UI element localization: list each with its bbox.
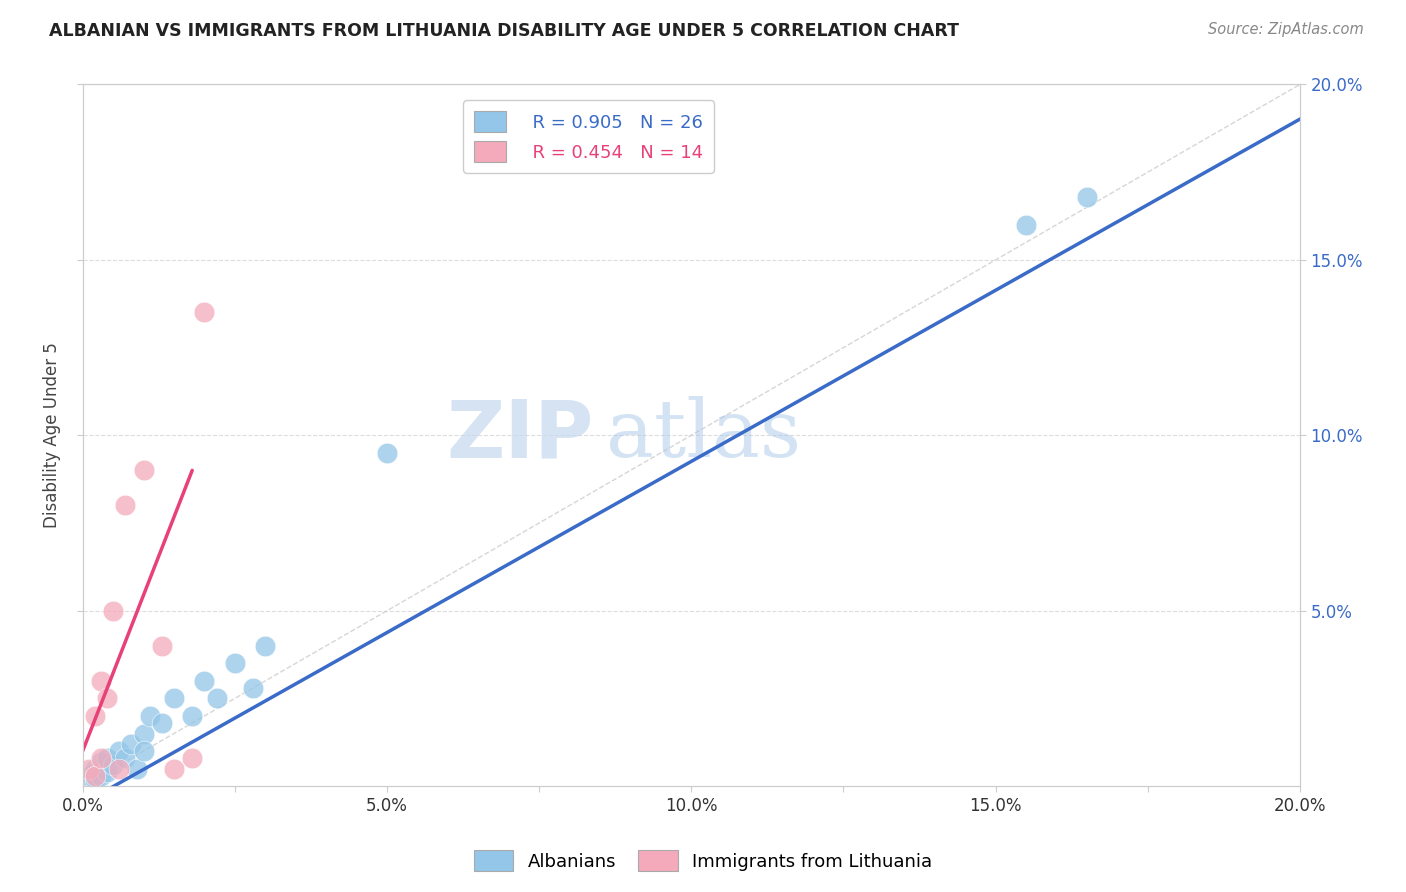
Point	[77, 769, 100, 783]
Point	[163, 762, 186, 776]
Point	[96, 751, 118, 765]
Text: Source: ZipAtlas.com: Source: ZipAtlas.com	[1208, 22, 1364, 37]
Text: ALBANIAN VS IMMIGRANTS FROM LITHUANIA DISABILITY AGE UNDER 5 CORRELATION CHART: ALBANIAN VS IMMIGRANTS FROM LITHUANIA DI…	[49, 22, 959, 40]
Legend: Albanians, Immigrants from Lithuania: Albanians, Immigrants from Lithuania	[467, 843, 939, 879]
Point	[163, 691, 186, 706]
Point	[77, 762, 100, 776]
Point	[96, 765, 118, 780]
Point	[83, 709, 105, 723]
Point	[108, 744, 131, 758]
Point	[181, 751, 204, 765]
Y-axis label: Disability Age Under 5: Disability Age Under 5	[44, 343, 60, 528]
Point	[83, 762, 105, 776]
Point	[375, 446, 398, 460]
Point	[205, 691, 228, 706]
Point	[108, 762, 131, 776]
Point	[138, 709, 160, 723]
Point	[224, 657, 246, 671]
Point	[254, 639, 277, 653]
Point	[101, 604, 124, 618]
Point	[181, 709, 204, 723]
Point	[90, 751, 112, 765]
Point	[1076, 190, 1098, 204]
Point	[193, 673, 215, 688]
Point	[132, 744, 155, 758]
Text: ZIP: ZIP	[447, 396, 593, 475]
Point	[127, 762, 149, 776]
Point	[83, 769, 105, 783]
Point	[90, 755, 112, 769]
Point	[1015, 218, 1038, 232]
Point	[90, 769, 112, 783]
Point	[120, 737, 142, 751]
Point	[114, 751, 136, 765]
Point	[132, 726, 155, 740]
Point	[96, 691, 118, 706]
Point	[193, 305, 215, 319]
Point	[90, 673, 112, 688]
Point	[242, 681, 264, 695]
Point	[150, 716, 173, 731]
Text: atlas: atlas	[606, 396, 801, 475]
Point	[114, 499, 136, 513]
Point	[150, 639, 173, 653]
Point	[132, 463, 155, 477]
Legend:   R = 0.905   N = 26,   R = 0.454   N = 14: R = 0.905 N = 26, R = 0.454 N = 14	[463, 101, 714, 173]
Point	[83, 772, 105, 786]
Point	[101, 758, 124, 772]
